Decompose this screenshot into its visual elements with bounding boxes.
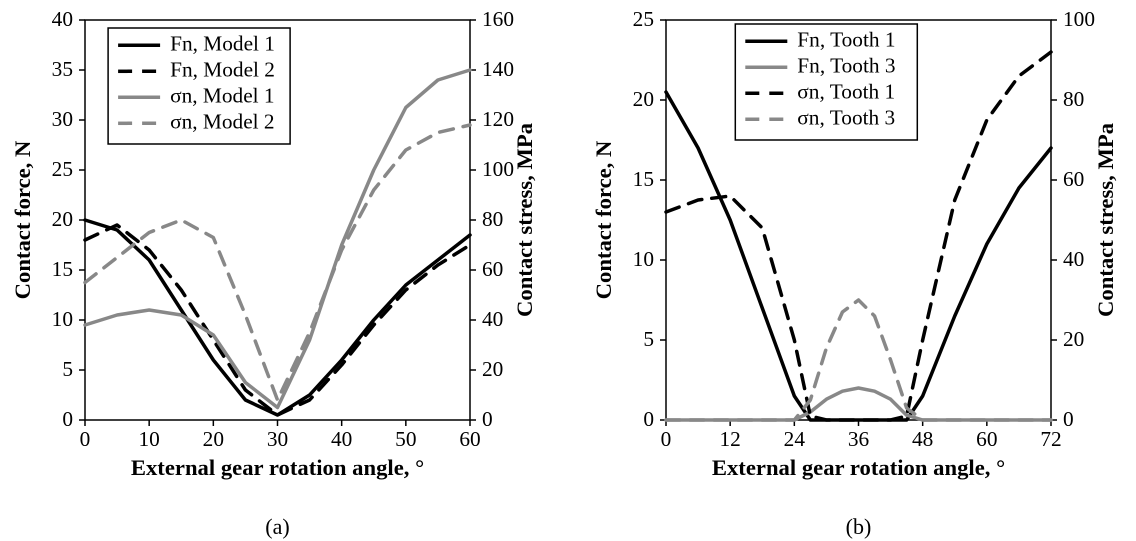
svg-text:15: 15	[633, 167, 654, 191]
panel-b: 01224364860720510152025020406080100Exter…	[581, 0, 1136, 490]
svg-text:40: 40	[52, 7, 73, 31]
svg-text:20: 20	[52, 207, 73, 231]
svg-text:100: 100	[1063, 7, 1095, 31]
svg-text:Contact force, N: Contact force, N	[591, 140, 616, 299]
svg-text:60: 60	[459, 427, 480, 451]
svg-text:5: 5	[62, 357, 73, 381]
svg-text:40: 40	[1063, 247, 1084, 271]
svg-text:48: 48	[912, 427, 933, 451]
svg-text:12: 12	[720, 427, 741, 451]
svg-text:120: 120	[482, 107, 514, 131]
svg-text:60: 60	[482, 257, 503, 281]
svg-text:30: 30	[52, 107, 73, 131]
chart-b: 01224364860720510152025020406080100Exter…	[581, 0, 1136, 490]
svg-text:35: 35	[52, 57, 73, 81]
svg-text:Fn, Model 1: Fn, Model 1	[170, 31, 275, 55]
chart-a: 0102030405060051015202530354002040608010…	[0, 0, 555, 490]
svg-text:20: 20	[203, 427, 224, 451]
svg-text:50: 50	[395, 427, 416, 451]
svg-text:Fn, Tooth 1: Fn, Tooth 1	[797, 27, 895, 51]
svg-text:160: 160	[482, 7, 514, 31]
figure-wrap: 0102030405060051015202530354002040608010…	[0, 0, 1136, 541]
svg-text:30: 30	[267, 427, 288, 451]
svg-text:Fn, Tooth 3: Fn, Tooth 3	[797, 53, 895, 77]
svg-text:5: 5	[643, 327, 654, 351]
svg-text:External gear rotation angle,: External gear rotation angle, °	[712, 455, 1005, 480]
svg-text:24: 24	[784, 427, 806, 451]
caption-row: (a) (b)	[0, 490, 1136, 540]
svg-text:20: 20	[633, 87, 654, 111]
svg-text:Contact stress, MPa: Contact stress, MPa	[1093, 123, 1118, 317]
panel-a: 0102030405060051015202530354002040608010…	[0, 0, 555, 490]
svg-text:σn, Tooth 1: σn, Tooth 1	[797, 79, 895, 103]
panels-row: 0102030405060051015202530354002040608010…	[0, 0, 1136, 490]
svg-text:20: 20	[1063, 327, 1084, 351]
svg-text:80: 80	[482, 207, 503, 231]
svg-text:20: 20	[482, 357, 503, 381]
caption-b: (b)	[581, 514, 1136, 540]
svg-text:25: 25	[52, 157, 73, 181]
svg-text:40: 40	[482, 307, 503, 331]
svg-text:σn, Model 2: σn, Model 2	[170, 109, 275, 133]
svg-text:10: 10	[633, 247, 654, 271]
svg-text:Contact stress, MPa: Contact stress, MPa	[512, 123, 537, 317]
svg-text:σn, Model 1: σn, Model 1	[170, 83, 275, 107]
svg-text:0: 0	[482, 407, 493, 431]
svg-text:0: 0	[661, 427, 672, 451]
svg-text:0: 0	[643, 407, 654, 431]
svg-text:60: 60	[1063, 167, 1084, 191]
svg-text:Fn, Model 2: Fn, Model 2	[170, 57, 275, 81]
svg-text:External gear rotation angle,: External gear rotation angle, °	[131, 455, 424, 480]
caption-a: (a)	[0, 514, 555, 540]
svg-text:40: 40	[331, 427, 352, 451]
svg-text:15: 15	[52, 257, 73, 281]
svg-text:60: 60	[976, 427, 997, 451]
svg-text:10: 10	[139, 427, 160, 451]
svg-text:36: 36	[848, 427, 870, 451]
svg-text:Contact force, N: Contact force, N	[10, 140, 35, 299]
svg-text:0: 0	[80, 427, 91, 451]
svg-text:80: 80	[1063, 87, 1084, 111]
svg-text:100: 100	[482, 157, 514, 181]
svg-text:0: 0	[1063, 407, 1074, 431]
svg-text:0: 0	[62, 407, 73, 431]
svg-text:10: 10	[52, 307, 73, 331]
svg-text:25: 25	[633, 7, 654, 31]
svg-text:72: 72	[1040, 427, 1061, 451]
svg-text:σn, Tooth 3: σn, Tooth 3	[797, 105, 895, 129]
svg-text:140: 140	[482, 57, 514, 81]
